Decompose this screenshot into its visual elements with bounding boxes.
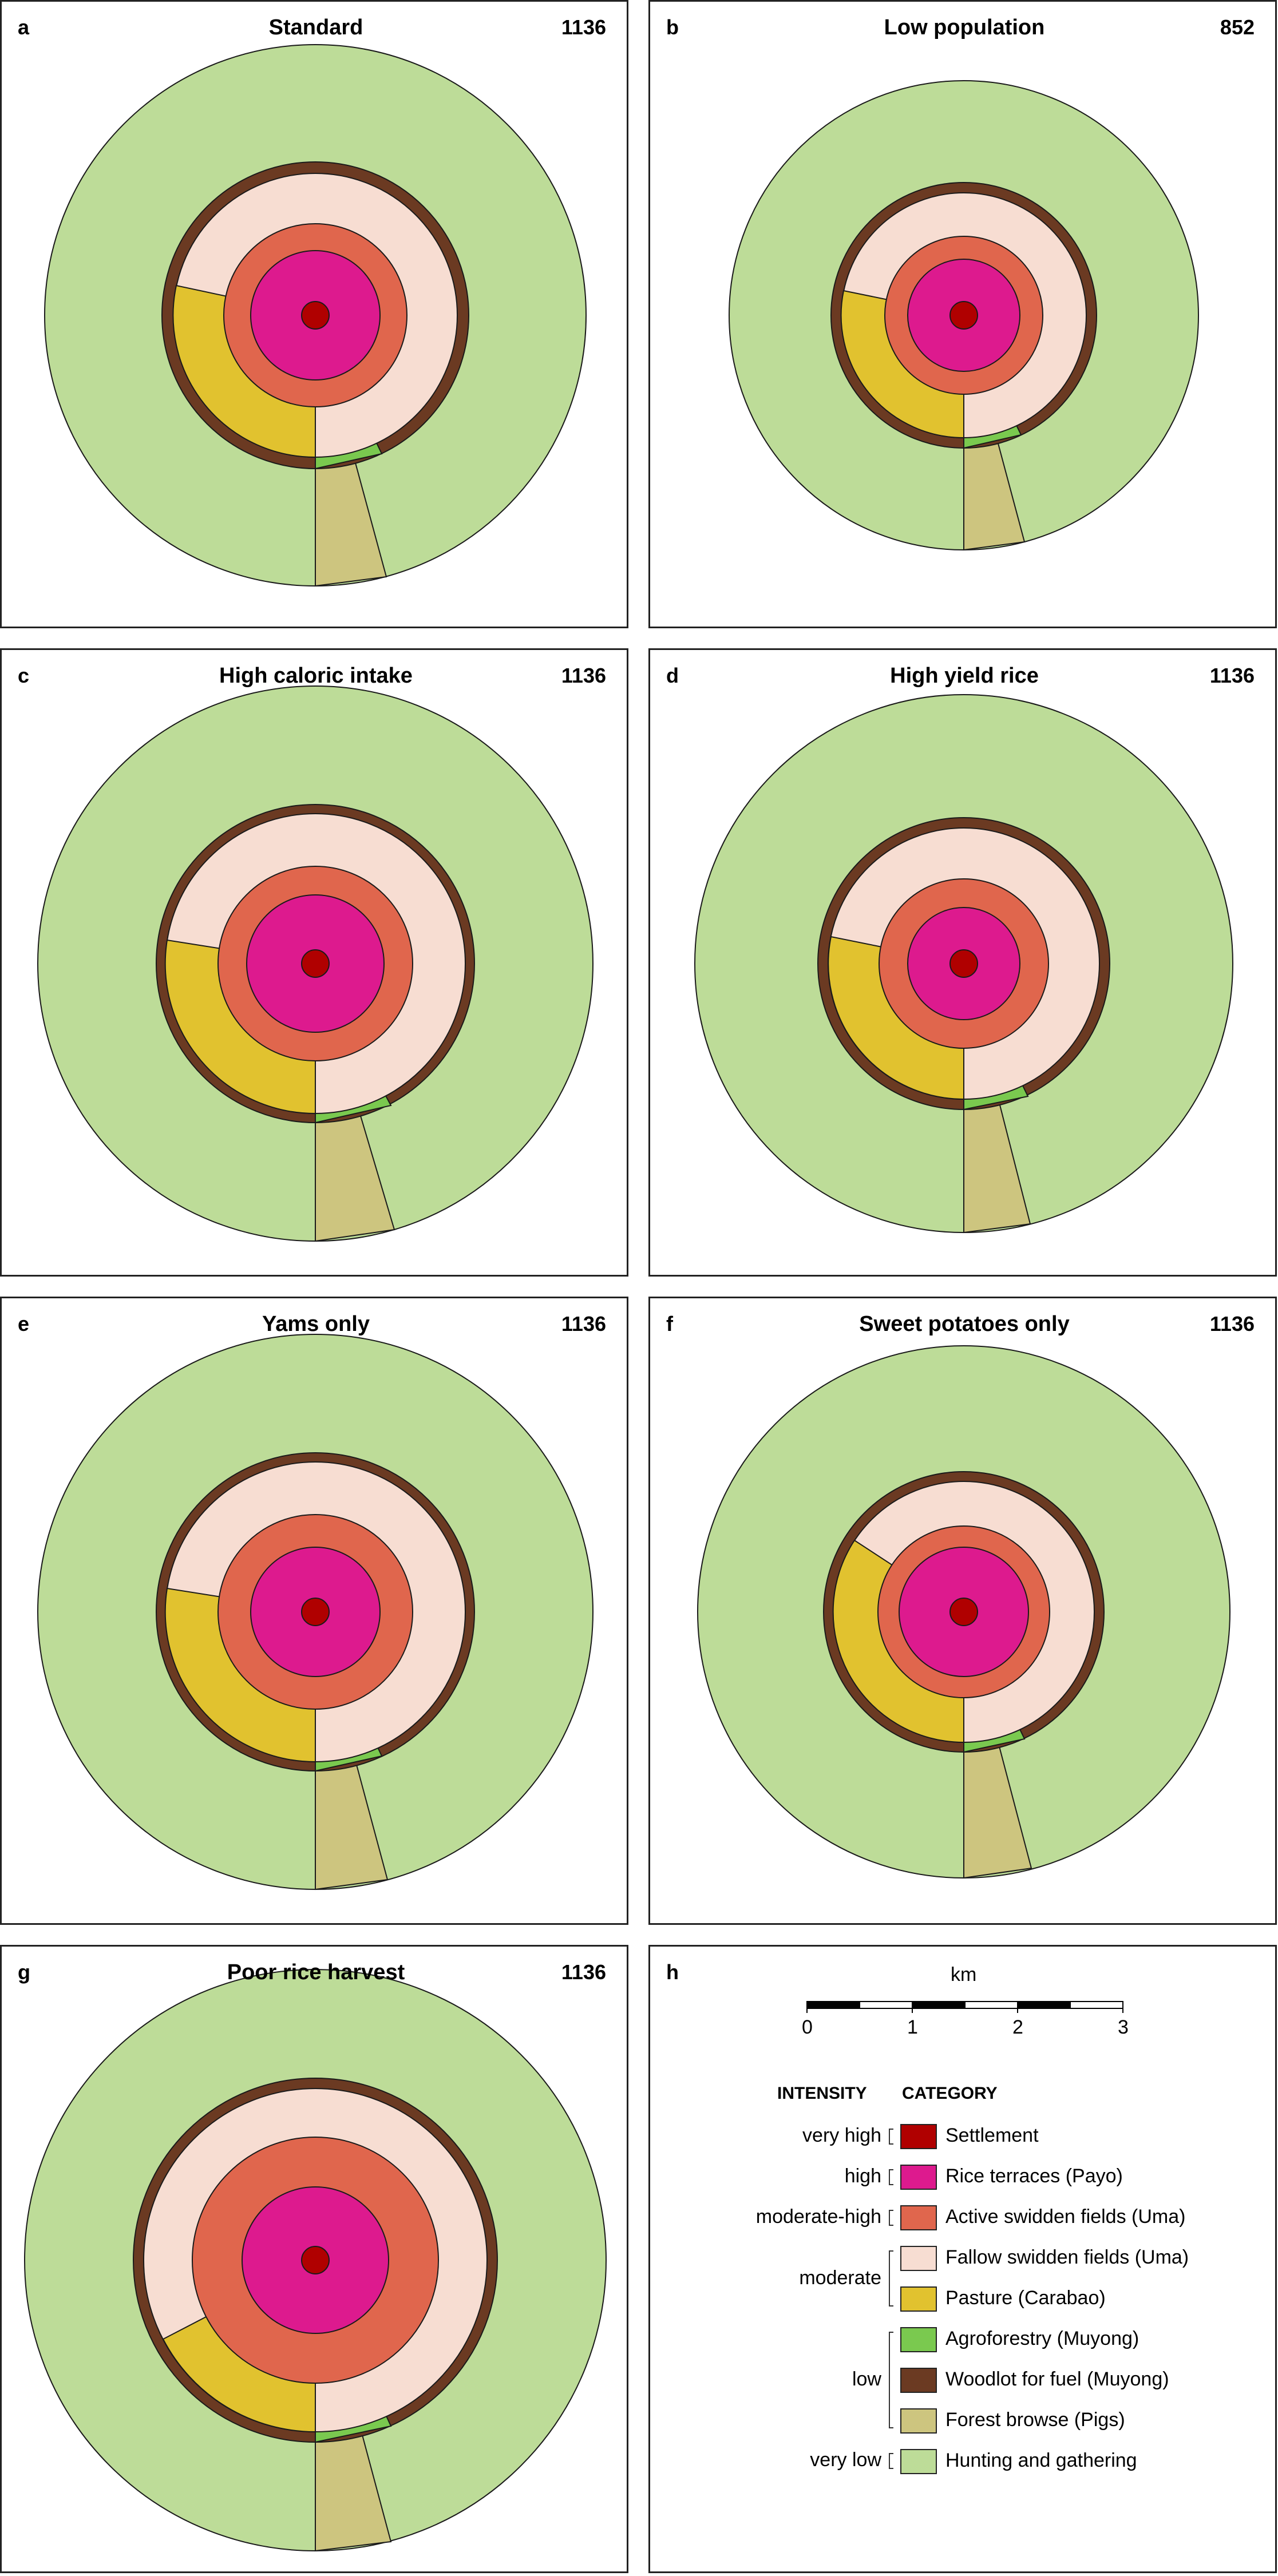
panel-g: g Poor rice harvest 1136 — [0, 1945, 628, 2573]
panel-value: 852 — [1220, 15, 1255, 39]
panel-value: 1136 — [561, 1960, 606, 1984]
land-use-diagram — [694, 694, 1233, 1234]
scale-unit: km — [951, 1964, 977, 1985]
category-settlement: Settlement — [945, 2125, 1039, 2146]
category-fallow: Fallow swidden fields (Uma) — [945, 2246, 1189, 2268]
category-agroforestry: Agroforestry (Muyong) — [945, 2328, 1139, 2349]
swatch-agroforestry — [900, 2327, 937, 2352]
category-woodlot: Woodlot for fuel (Muyong) — [945, 2368, 1169, 2390]
swatch-pasture — [900, 2286, 937, 2312]
panel-label: b — [666, 15, 679, 39]
swatch-forest — [900, 2408, 937, 2434]
panel-c: c High caloric intake 1136 — [0, 648, 628, 1277]
settlement-dot — [949, 301, 978, 330]
scale-tick-3: 3 — [1118, 2016, 1129, 2038]
panel-title: Poor rice harvest — [227, 1960, 405, 1984]
panel-b: b Low population 852 — [648, 0, 1277, 628]
category-active: Active swidden fields (Uma) — [945, 2206, 1186, 2228]
panel-a: a Standard 1136 — [0, 0, 628, 628]
settlement-dot — [301, 1598, 330, 1626]
swatch-settlement — [900, 2124, 937, 2149]
panel-value: 1136 — [561, 664, 606, 687]
intensity-brackets — [889, 2129, 893, 2469]
swatch-active — [900, 2205, 937, 2230]
scale-tick-2: 2 — [1012, 2016, 1023, 2038]
panel-title: Yams only — [262, 1312, 370, 1336]
panel-value: 1136 — [1209, 664, 1255, 687]
panel-label: h — [666, 1960, 679, 1984]
swatch-fallow — [900, 2246, 937, 2271]
panel-title: High yield rice — [890, 664, 1039, 688]
settlement-dot — [301, 2246, 330, 2274]
panel-label: c — [18, 664, 30, 687]
intensity-very-high: very high — [802, 2125, 881, 2146]
land-use-diagram — [729, 80, 1199, 551]
panel-label: f — [666, 1312, 673, 1335]
category-rice: Rice terraces (Payo) — [945, 2165, 1123, 2187]
panel-title: Standard — [268, 15, 363, 39]
panel-value: 1136 — [561, 15, 606, 39]
category-hunting: Hunting and gathering — [945, 2450, 1137, 2471]
panel-title: Sweet potatoes only — [859, 1312, 1070, 1336]
land-use-diagram — [37, 1334, 594, 1891]
swatch-hunting — [900, 2449, 937, 2474]
panel-label: g — [18, 1960, 30, 1984]
panel-label: d — [666, 664, 679, 687]
intensity-low: low — [852, 2368, 881, 2390]
category-header: CATEGORY — [902, 2084, 998, 2103]
panel-value: 1136 — [1209, 1312, 1255, 1335]
settlement-dot — [301, 949, 330, 978]
panel-label: e — [18, 1312, 30, 1335]
land-use-diagram — [44, 44, 587, 587]
intensity-very-low: very low — [810, 2449, 881, 2471]
scale-tick-1: 1 — [907, 2016, 918, 2038]
land-use-diagram — [37, 685, 594, 1242]
category-forest: Forest browse (Pigs) — [945, 2409, 1125, 2431]
settlement-dot — [301, 301, 330, 330]
settlement-dot — [949, 949, 978, 978]
scale-bar-segments — [806, 2001, 1123, 2013]
scale-tick-0: 0 — [802, 2016, 813, 2038]
land-use-diagram — [697, 1345, 1230, 1879]
swatch-woodlot — [900, 2368, 937, 2393]
swatch-rice — [900, 2165, 937, 2190]
panel-d: d High yield rice 1136 — [648, 648, 1277, 1277]
panel-e: e Yams only 1136 — [0, 1297, 628, 1925]
panel-title: Low population — [884, 15, 1045, 39]
panel-value: 1136 — [561, 1312, 606, 1335]
panel-label: a — [18, 15, 30, 39]
category-pasture: Pasture (Carabao) — [945, 2287, 1106, 2309]
panel-title: High caloric intake — [219, 664, 413, 688]
panel-h-legend: h km 0 1 2 3 INTENSITY CATEGORY very hig… — [648, 1945, 1277, 2573]
intensity-high: high — [844, 2165, 881, 2187]
intensity-header: INTENSITY — [777, 2084, 867, 2103]
intensity-moderate-high: moderate-high — [755, 2206, 881, 2228]
panel-f: f Sweet potatoes only 1136 — [648, 1297, 1277, 1925]
land-use-diagram — [24, 1969, 607, 2552]
settlement-dot — [949, 1598, 978, 1626]
intensity-moderate: moderate — [799, 2267, 881, 2289]
